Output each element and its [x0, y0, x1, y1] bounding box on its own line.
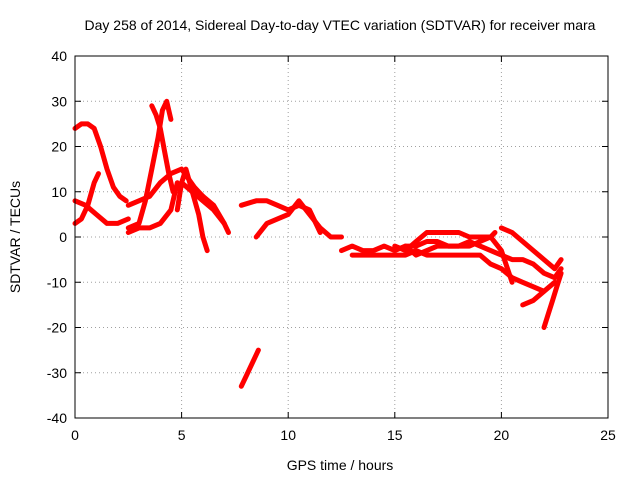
data-traces — [72, 98, 564, 389]
x-tick-label: 5 — [178, 427, 186, 443]
series-trace-17 — [403, 230, 498, 258]
y-tick-label: -20 — [47, 320, 67, 336]
series-trace-3 — [72, 198, 131, 226]
y-axis-label: SDTVAR / TECUs — [7, 181, 23, 293]
y-tick-label: 0 — [59, 229, 67, 245]
y-tick-label: -30 — [47, 365, 67, 381]
series-trace-9 — [179, 180, 231, 235]
x-tick-label: 15 — [387, 427, 403, 443]
y-tick-label: 30 — [51, 93, 67, 109]
axis-ticks: 0 5 10 15 20 25 -40 -30 -20 -10 0 10 20 30 40 — [47, 48, 616, 443]
series-trace-13 — [253, 198, 344, 240]
y-tick-label: -10 — [47, 274, 67, 290]
x-tick-label: 10 — [280, 427, 296, 443]
y-tick-label: 20 — [51, 139, 67, 155]
y-tick-label: -40 — [47, 410, 67, 426]
x-axis-label: GPS time / hours — [287, 457, 394, 473]
series-trace-11 — [238, 347, 261, 389]
y-tick-label: 40 — [51, 48, 67, 64]
x-tick-label: 25 — [600, 427, 616, 443]
y-tick-label: 10 — [51, 184, 67, 200]
series-trace-1 — [72, 121, 129, 204]
series-trace-20 — [541, 270, 564, 330]
series-trace-18 — [498, 225, 564, 272]
series-trace-16 — [392, 230, 515, 285]
series-trace-4 — [125, 98, 174, 231]
x-tick-label: 0 — [71, 427, 79, 443]
series-trace-10 — [189, 189, 227, 226]
series-trace-7 — [125, 180, 180, 235]
x-tick-label: 20 — [494, 427, 510, 443]
series-trace-19 — [520, 279, 558, 308]
series-trace-15 — [349, 248, 547, 294]
chart-title: Day 258 of 2014, Sidereal Day-to-day VTE… — [85, 17, 596, 33]
